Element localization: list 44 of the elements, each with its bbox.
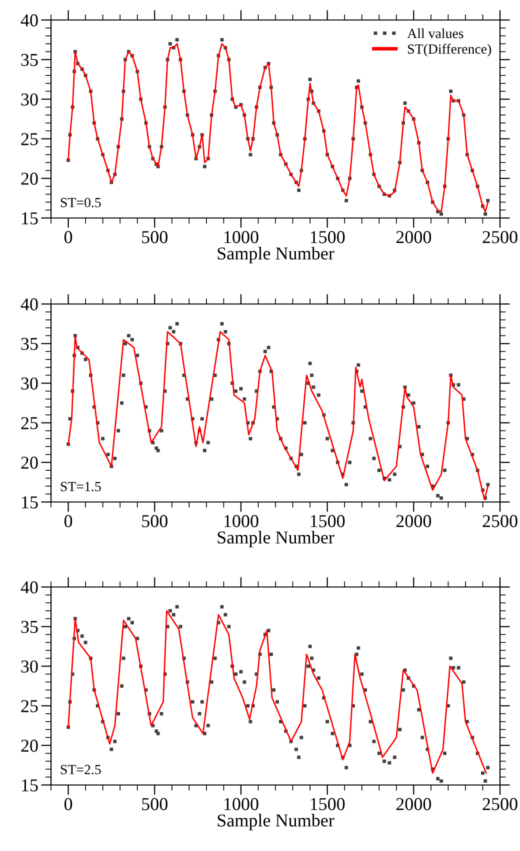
y-tick-label: 20 bbox=[21, 456, 38, 469]
annotation: ST=2.5 bbox=[60, 764, 101, 774]
x-tick-label: 2000 bbox=[396, 798, 432, 810]
x-tick-label: 0 bbox=[64, 798, 72, 810]
y-tick-label: 20 bbox=[21, 172, 38, 185]
y-tick-label: 20 bbox=[21, 740, 38, 752]
x-tick-label: 1000 bbox=[224, 231, 258, 244]
x-tick-label: 1500 bbox=[310, 798, 345, 810]
y-tick-label: 25 bbox=[21, 700, 38, 712]
x-tick-label: 2500 bbox=[482, 515, 518, 528]
y-tick-label: 25 bbox=[21, 417, 38, 430]
y-tick-label: 40 bbox=[20, 581, 38, 594]
y-tick-label: 15 bbox=[22, 779, 38, 792]
y-tick-label: 15 bbox=[22, 212, 38, 224]
y-tick-label: 30 bbox=[21, 377, 38, 390]
x-tick-label: 2000 bbox=[396, 231, 432, 244]
x-axis-title: Sample Number bbox=[218, 246, 334, 264]
x-tick-label: 500 bbox=[142, 231, 168, 244]
x-axis-title: Sample Number bbox=[218, 530, 334, 548]
x-tick-label: 1000 bbox=[224, 515, 258, 528]
y-tick-label: 15 bbox=[22, 496, 38, 508]
y-tick-label: 30 bbox=[21, 93, 38, 106]
x-tick-label: 1500 bbox=[310, 231, 345, 244]
annotation: ST=1.5 bbox=[60, 482, 101, 492]
annotation: ST=0.5 bbox=[60, 198, 101, 208]
y-tick-label: 35 bbox=[21, 620, 38, 634]
y-tick-label: 40 bbox=[20, 298, 38, 310]
legend-label: All values bbox=[407, 28, 464, 38]
legend-label: ST(Difference) bbox=[408, 44, 492, 57]
x-tick-label: 2500 bbox=[482, 798, 518, 810]
y-tick-label: 30 bbox=[21, 660, 38, 673]
x-tick-label: 0 bbox=[64, 515, 72, 528]
x-tick-label: 1000 bbox=[224, 798, 258, 810]
x-tick-label: 500 bbox=[142, 515, 168, 528]
y-tick-label: 35 bbox=[21, 54, 38, 66]
y-tick-label: 35 bbox=[21, 338, 38, 350]
y-tick-label: 25 bbox=[21, 133, 38, 146]
x-tick-label: 1500 bbox=[310, 515, 345, 528]
x-tick-label: 500 bbox=[142, 798, 168, 810]
x-tick-label: 0 bbox=[64, 231, 72, 244]
x-tick-label: 2500 bbox=[482, 231, 518, 244]
y-tick-label: 40 bbox=[20, 14, 38, 26]
x-tick-label: 2000 bbox=[396, 515, 432, 528]
x-axis-title: Sample Number bbox=[218, 814, 334, 830]
